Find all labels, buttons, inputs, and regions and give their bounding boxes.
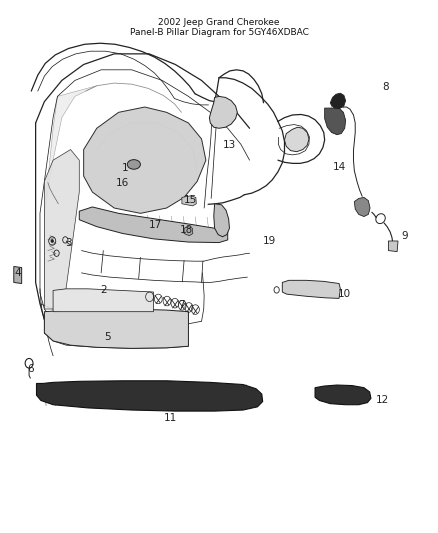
Polygon shape xyxy=(44,309,188,349)
Polygon shape xyxy=(330,93,346,109)
Polygon shape xyxy=(283,280,340,298)
Text: 16: 16 xyxy=(116,177,129,188)
Polygon shape xyxy=(14,266,21,284)
Text: 15: 15 xyxy=(184,195,197,205)
Text: 10: 10 xyxy=(338,289,351,299)
Text: 3: 3 xyxy=(65,238,72,247)
Polygon shape xyxy=(53,289,153,312)
Text: 9: 9 xyxy=(401,231,408,241)
Text: 1: 1 xyxy=(122,163,128,173)
Text: 2: 2 xyxy=(100,286,106,295)
Text: 5: 5 xyxy=(104,332,111,342)
Polygon shape xyxy=(285,127,309,152)
Text: 14: 14 xyxy=(332,161,346,172)
Polygon shape xyxy=(44,150,79,309)
Polygon shape xyxy=(209,96,237,128)
Polygon shape xyxy=(36,381,263,411)
Text: 7: 7 xyxy=(179,300,185,310)
Polygon shape xyxy=(354,197,370,216)
Text: 4: 4 xyxy=(14,269,21,278)
Text: 12: 12 xyxy=(376,395,389,406)
Text: 13: 13 xyxy=(223,140,237,150)
Text: 2002 Jeep Grand Cherokee
Panel-B Pillar Diagram for 5GY46XDBAC: 2002 Jeep Grand Cherokee Panel-B Pillar … xyxy=(130,18,308,37)
Text: 11: 11 xyxy=(163,413,177,423)
Text: 19: 19 xyxy=(263,236,276,246)
Text: 6: 6 xyxy=(27,364,34,374)
Polygon shape xyxy=(184,227,193,236)
Polygon shape xyxy=(44,86,97,298)
Circle shape xyxy=(51,239,53,243)
Polygon shape xyxy=(389,241,398,252)
Polygon shape xyxy=(214,204,230,237)
Polygon shape xyxy=(79,207,228,243)
Text: 8: 8 xyxy=(382,82,389,92)
Ellipse shape xyxy=(127,160,141,169)
Text: 17: 17 xyxy=(149,220,162,230)
Text: 18: 18 xyxy=(180,225,193,236)
Polygon shape xyxy=(325,108,346,135)
Polygon shape xyxy=(84,107,206,213)
Polygon shape xyxy=(315,385,371,405)
Polygon shape xyxy=(182,196,196,206)
